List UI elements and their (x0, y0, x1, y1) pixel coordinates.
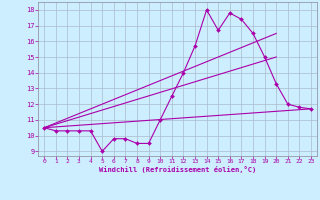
X-axis label: Windchill (Refroidissement éolien,°C): Windchill (Refroidissement éolien,°C) (99, 166, 256, 173)
